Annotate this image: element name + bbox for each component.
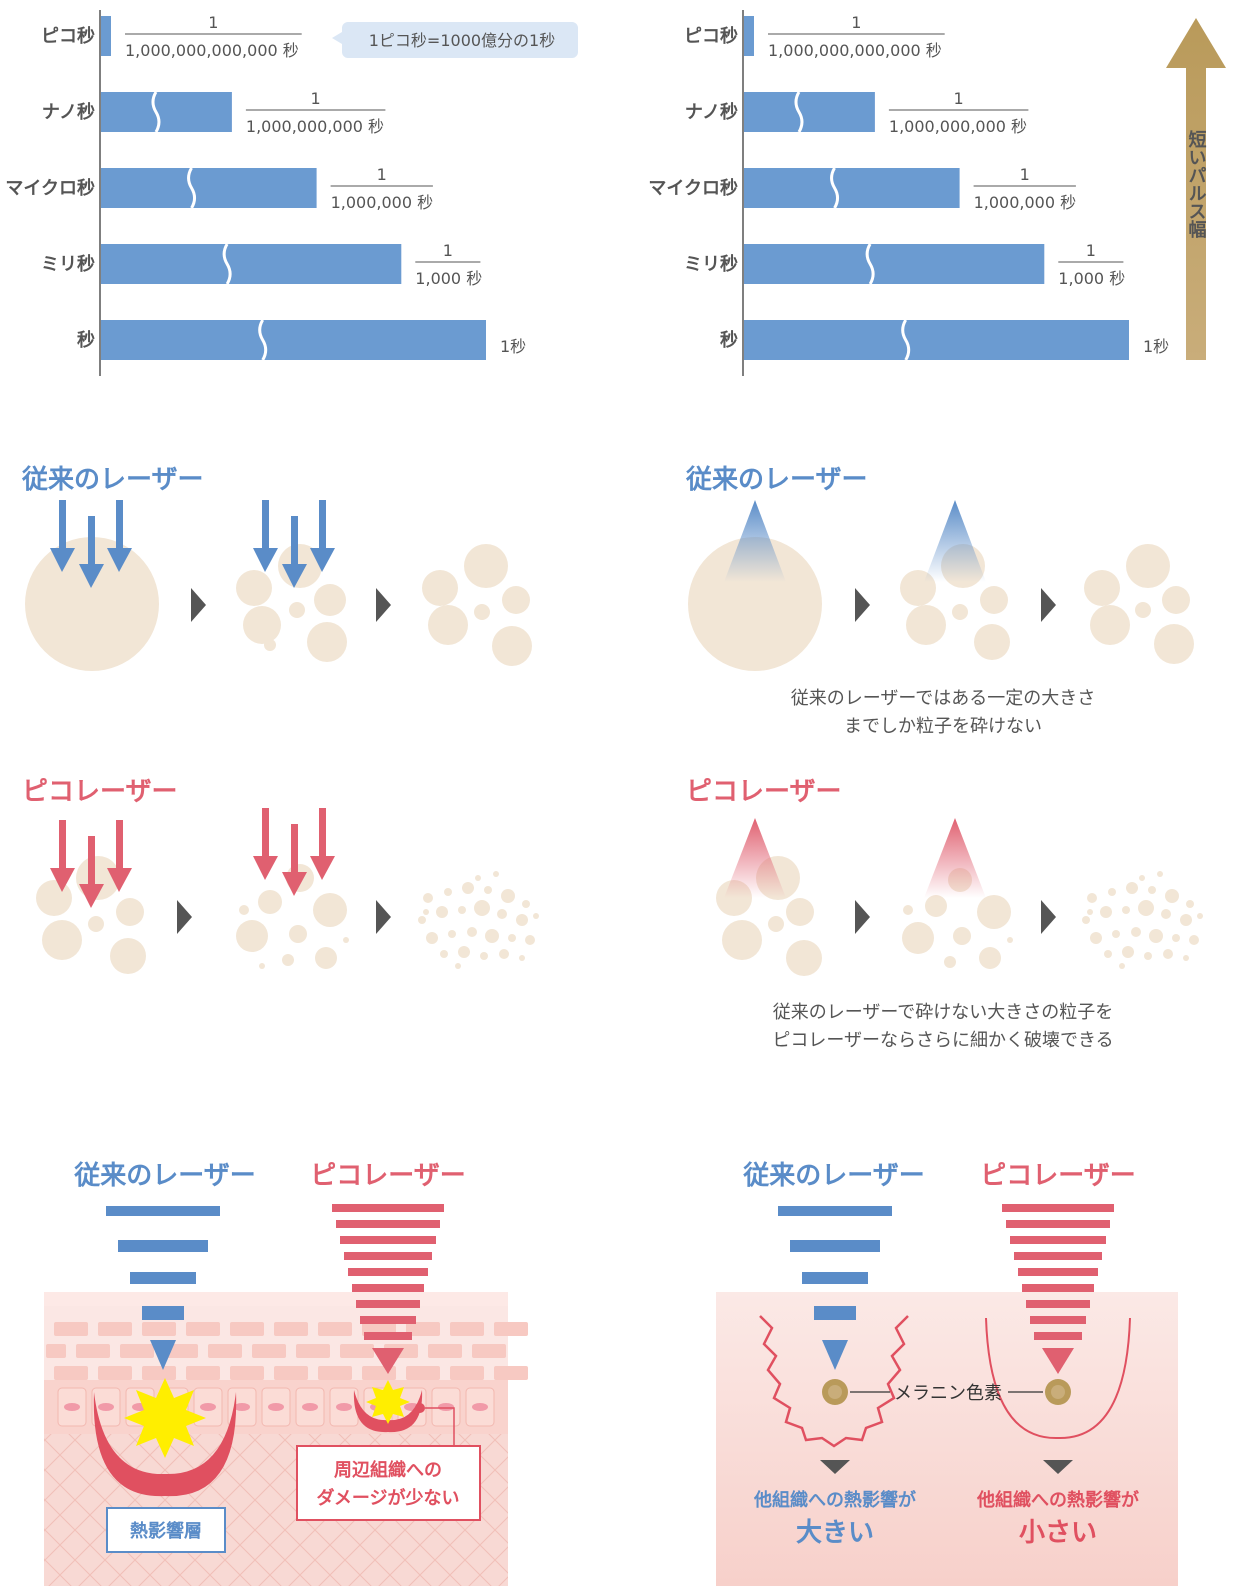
pulse-bar bbox=[101, 168, 317, 208]
frac-denominator: 1,000,000,000,000 秒 bbox=[125, 41, 299, 60]
big-effect-1: 他組織への熱影響が bbox=[753, 1489, 916, 1511]
frac-denominator: 1,000 秒 bbox=[415, 269, 482, 288]
frac-numerator: 1 bbox=[377, 165, 387, 184]
pulse-bar bbox=[744, 320, 1129, 360]
skin-conv-title: 従来のレーザー bbox=[73, 1161, 255, 1191]
bar-break bbox=[830, 167, 840, 209]
pulse-bar bbox=[744, 168, 960, 208]
conv-caption-1: 従来のレーザーではある一定の大きさ bbox=[791, 688, 1096, 709]
frac-numerator: 1 bbox=[311, 89, 321, 108]
bar-break bbox=[151, 91, 161, 133]
pulse-bar bbox=[101, 16, 111, 56]
frac-denominator: 1,000,000,000 秒 bbox=[889, 117, 1027, 136]
less-damage-2: ダメージが少ない bbox=[316, 1487, 459, 1509]
small-effect-2: 小さい bbox=[1019, 1518, 1097, 1548]
bar-break bbox=[865, 243, 875, 285]
big-effect-2: 大きい bbox=[796, 1518, 874, 1548]
skin-pico-title: ピコレーザー bbox=[310, 1161, 465, 1191]
conv-title-left: 従来のレーザー bbox=[21, 465, 203, 495]
unit-label: ミリ秒 bbox=[684, 253, 738, 275]
unit-label: ナノ秒 bbox=[685, 101, 738, 123]
callout-text: 1ピコ秒=1000億分の1秒 bbox=[369, 31, 556, 50]
unit-label: ピコ秒 bbox=[41, 25, 95, 47]
frac-numerator: 1 bbox=[1086, 241, 1096, 260]
callout: 1ピコ秒=1000億分の1秒 bbox=[332, 22, 578, 58]
pulse-bar bbox=[744, 92, 875, 132]
frac-denominator: 1,000,000 秒 bbox=[331, 193, 434, 212]
less-damage-1: 周辺組織への bbox=[334, 1459, 442, 1481]
unit-label: 秒 bbox=[77, 329, 95, 351]
conv-particles-right: 従来のレーザーではある一定の大きさ までしか粒子を砕けない bbox=[688, 500, 1194, 737]
frac-numerator: 1 bbox=[954, 89, 964, 108]
unit-label: ミリ秒 bbox=[41, 253, 95, 275]
pico-caption-1: 従来のレーザーで砕けない大きさの粒子を bbox=[773, 1002, 1114, 1023]
small-effect-1: 他組織への熱影響が bbox=[976, 1489, 1139, 1511]
conv-title-right: 従来のレーザー bbox=[685, 465, 867, 495]
pulse-bar bbox=[101, 92, 232, 132]
unit-label: ピコ秒 bbox=[684, 25, 738, 47]
unit-label: 秒 bbox=[720, 329, 738, 351]
pico-caption-2: ピコレーザーならさらに細かく破壊できる bbox=[772, 1030, 1113, 1051]
pulse-bar bbox=[101, 244, 402, 284]
unit-value: 1秒 bbox=[500, 337, 526, 356]
frac-numerator: 1 bbox=[443, 241, 453, 260]
skin-left: 従来のレーザー ピコレーザー 熱影響層 bbox=[44, 1161, 528, 1586]
unit-value: 1秒 bbox=[1143, 337, 1169, 356]
pico-title-left: ピコレーザー bbox=[22, 777, 177, 807]
unit-label: マイクロ秒 bbox=[648, 177, 738, 199]
pico-particles-left bbox=[36, 808, 539, 974]
bar-break bbox=[901, 319, 911, 361]
short-pulse-arrow: 短いパルス幅 bbox=[1166, 18, 1226, 360]
conv-caption-2: までしか粒子を砕けない bbox=[844, 716, 1042, 737]
skin-pico-title-right: ピコレーザー bbox=[980, 1161, 1135, 1191]
heat-layer-label: 熱影響層 bbox=[130, 1520, 202, 1542]
skin-conv-title-right: 従来のレーザー bbox=[742, 1161, 924, 1191]
frac-denominator: 1,000 秒 bbox=[1058, 269, 1125, 288]
skin-right: 従来のレーザー ピコレーザー bbox=[716, 1161, 1178, 1586]
unit-label: マイクロ秒 bbox=[5, 177, 95, 199]
unit-label: ナノ秒 bbox=[42, 101, 95, 123]
frac-numerator: 1 bbox=[851, 13, 861, 32]
pulse-bar bbox=[101, 320, 486, 360]
melanin-label: メラニン色素 bbox=[894, 1383, 1002, 1404]
frac-denominator: 1,000,000,000,000 秒 bbox=[768, 41, 942, 60]
short-pulse-label: 短いパルス幅 bbox=[1186, 129, 1207, 239]
pico-title-right: ピコレーザー bbox=[686, 777, 841, 807]
pulse-bar bbox=[744, 244, 1045, 284]
frac-denominator: 1,000,000 秒 bbox=[974, 193, 1077, 212]
frac-numerator: 1 bbox=[1020, 165, 1030, 184]
frac-denominator: 1,000,000,000 秒 bbox=[246, 117, 384, 136]
frac-numerator: 1 bbox=[208, 13, 218, 32]
bar-break bbox=[222, 243, 232, 285]
conv-particles-left bbox=[25, 500, 532, 671]
pico-particles-right: 従来のレーザーで砕けない大きさの粒子を ピコレーザーならさらに細かく破壊できる bbox=[716, 818, 1203, 1051]
bar-break bbox=[187, 167, 197, 209]
bar-break bbox=[258, 319, 268, 361]
bar-break bbox=[794, 91, 804, 133]
pulse-bar bbox=[744, 16, 754, 56]
